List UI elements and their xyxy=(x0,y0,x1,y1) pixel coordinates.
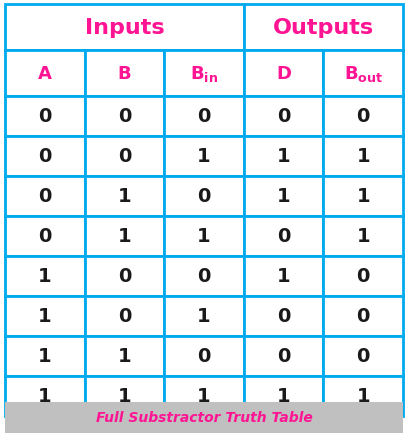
Bar xyxy=(5,177,84,216)
Bar xyxy=(84,51,164,97)
Text: Full Substractor Truth Table: Full Substractor Truth Table xyxy=(95,410,313,424)
Text: 1: 1 xyxy=(277,387,290,406)
Text: 1: 1 xyxy=(197,387,211,406)
Bar xyxy=(244,177,324,216)
Text: 1: 1 xyxy=(197,227,211,246)
Bar xyxy=(244,97,324,137)
Bar xyxy=(84,97,164,137)
Bar xyxy=(244,216,324,256)
Bar xyxy=(5,51,84,97)
Text: 1: 1 xyxy=(38,347,52,366)
Bar xyxy=(164,177,244,216)
Text: 1: 1 xyxy=(277,187,290,206)
Text: 1: 1 xyxy=(356,387,370,406)
Text: 1: 1 xyxy=(118,227,131,246)
Bar xyxy=(324,336,403,376)
Text: 0: 0 xyxy=(38,147,51,166)
Bar xyxy=(324,97,403,137)
Bar xyxy=(324,177,403,216)
Text: 0: 0 xyxy=(118,267,131,286)
Text: 0: 0 xyxy=(38,107,51,126)
Bar xyxy=(244,137,324,177)
Bar xyxy=(5,137,84,177)
Text: 1: 1 xyxy=(356,227,370,246)
Bar xyxy=(84,177,164,216)
Bar xyxy=(84,376,164,416)
Text: 0: 0 xyxy=(197,187,211,206)
Text: 1: 1 xyxy=(277,147,290,166)
Bar xyxy=(244,376,324,416)
Bar xyxy=(5,376,84,416)
Bar xyxy=(84,256,164,297)
Bar xyxy=(164,256,244,297)
Bar xyxy=(164,97,244,137)
Bar xyxy=(244,5,403,51)
Bar xyxy=(164,216,244,256)
Bar xyxy=(84,137,164,177)
Text: 0: 0 xyxy=(277,307,290,326)
Text: 0: 0 xyxy=(277,107,290,126)
Bar xyxy=(244,297,324,336)
Text: B$_{\mathbf{out}}$: B$_{\mathbf{out}}$ xyxy=(344,64,383,84)
Text: 0: 0 xyxy=(38,227,51,246)
Bar xyxy=(5,297,84,336)
Bar xyxy=(5,5,244,51)
Bar xyxy=(244,51,324,97)
Text: 0: 0 xyxy=(118,107,131,126)
Bar xyxy=(5,402,403,433)
Text: 1: 1 xyxy=(197,147,211,166)
Bar xyxy=(84,297,164,336)
Text: 0: 0 xyxy=(357,347,370,366)
Text: 0: 0 xyxy=(197,267,211,286)
Text: 1: 1 xyxy=(356,147,370,166)
Text: 1: 1 xyxy=(197,307,211,326)
Text: 0: 0 xyxy=(38,187,51,206)
Bar xyxy=(164,336,244,376)
Bar xyxy=(164,137,244,177)
Bar xyxy=(164,297,244,336)
Bar xyxy=(324,137,403,177)
Bar xyxy=(324,297,403,336)
Text: Inputs: Inputs xyxy=(84,18,164,38)
Bar xyxy=(5,97,84,137)
Text: 1: 1 xyxy=(38,387,52,406)
Bar xyxy=(324,256,403,297)
Bar xyxy=(164,51,244,97)
Bar xyxy=(244,256,324,297)
Bar xyxy=(324,216,403,256)
Text: 1: 1 xyxy=(118,187,131,206)
Text: 0: 0 xyxy=(277,227,290,246)
Text: A: A xyxy=(38,65,52,83)
Text: 0: 0 xyxy=(357,107,370,126)
Bar xyxy=(5,256,84,297)
Text: 0: 0 xyxy=(357,267,370,286)
Text: D: D xyxy=(276,65,291,83)
Bar xyxy=(5,216,84,256)
Text: 0: 0 xyxy=(197,347,211,366)
Text: 0: 0 xyxy=(277,347,290,366)
Text: Outputs: Outputs xyxy=(273,18,374,38)
Bar xyxy=(84,336,164,376)
Text: 0: 0 xyxy=(357,307,370,326)
Bar xyxy=(324,51,403,97)
Text: B: B xyxy=(118,65,131,83)
Bar xyxy=(244,336,324,376)
Text: 1: 1 xyxy=(38,307,52,326)
Bar xyxy=(164,376,244,416)
Bar xyxy=(84,216,164,256)
Bar xyxy=(5,336,84,376)
Text: 0: 0 xyxy=(197,107,211,126)
Text: 1: 1 xyxy=(118,387,131,406)
Text: 0: 0 xyxy=(118,307,131,326)
Text: 1: 1 xyxy=(118,347,131,366)
Text: 0: 0 xyxy=(118,147,131,166)
Text: B$_{\mathbf{in}}$: B$_{\mathbf{in}}$ xyxy=(190,64,218,84)
Text: 1: 1 xyxy=(38,267,52,286)
Text: 1: 1 xyxy=(277,267,290,286)
Bar xyxy=(324,376,403,416)
Text: 1: 1 xyxy=(356,187,370,206)
